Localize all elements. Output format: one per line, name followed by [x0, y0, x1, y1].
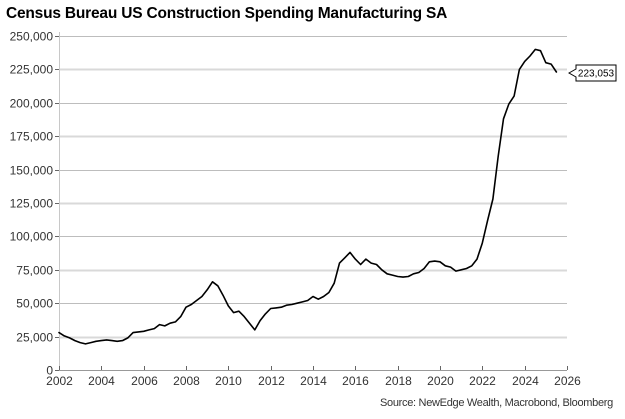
- end-label-box: [567, 64, 617, 82]
- y-tick-label: 100,000: [10, 230, 54, 244]
- series-line: [58, 48, 558, 345]
- y-tick-label: 50,000: [16, 297, 53, 311]
- end-label-text: 223,053: [578, 69, 615, 80]
- x-tick-label: 2008: [173, 374, 200, 388]
- x-tick-label: 2006: [131, 374, 158, 388]
- chart-title: Census Bureau US Construction Spending M…: [6, 5, 448, 22]
- x-tick-label: 2022: [469, 374, 496, 388]
- x-axis-ticks: 2002 2004 2006 2008 2010 2012 2014 2016 2018 2020…: [46, 366, 581, 388]
- source-note: Source: NewEdge Wealth, Macrobond, Bloom…: [379, 397, 613, 409]
- x-tick-label: 2020: [427, 374, 454, 388]
- x-tick-label: 2014: [300, 374, 327, 388]
- y-tick-label: 150,000: [10, 164, 54, 178]
- y-axis-ticks: 0 25,000 50,000 75,000 100,000 125,000 150,000…: [10, 30, 59, 378]
- x-tick-label: 2002: [46, 374, 73, 388]
- y-tick-label: 225,000: [10, 63, 54, 77]
- x-tick-label: 2024: [512, 374, 539, 388]
- x-tick-label: 2010: [215, 374, 242, 388]
- y-tick-label: 0: [46, 364, 53, 378]
- y-tick-label: 200,000: [10, 97, 54, 111]
- x-tick-label: 2004: [88, 374, 115, 388]
- end-value-label: 223,053: [567, 64, 617, 82]
- y-tick-label: 75,000: [16, 264, 53, 278]
- series-group: [58, 48, 558, 345]
- x-tick-label: 2026: [554, 374, 581, 388]
- x-tick-label: 2018: [385, 374, 412, 388]
- y-tick-label: 125,000: [10, 197, 54, 211]
- y-tick-label: 175,000: [10, 130, 54, 144]
- x-tick-label: 2016: [342, 374, 369, 388]
- x-tick-label: 2012: [258, 374, 285, 388]
- gridlines: [59, 36, 567, 339]
- y-tick-label: 25,000: [16, 331, 53, 345]
- axes: [59, 32, 567, 371]
- y-tick-label: 250,000: [10, 30, 54, 44]
